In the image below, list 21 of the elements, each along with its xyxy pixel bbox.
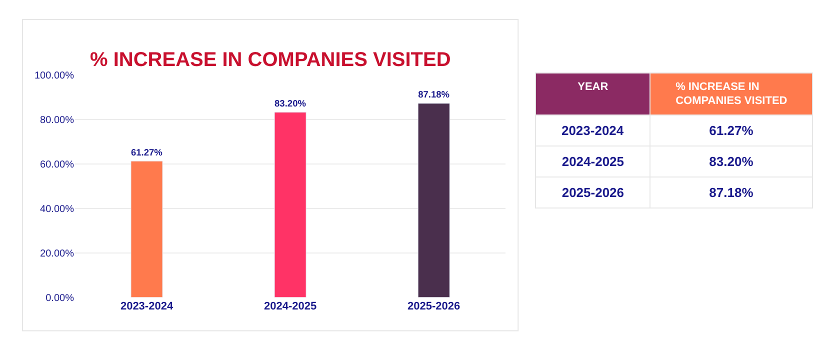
data-label: 61.27% xyxy=(130,147,162,158)
text: 87.18% xyxy=(709,185,754,200)
category-label: 2023-2024 xyxy=(561,123,624,138)
x-tick-label: 2023-2024 xyxy=(120,300,174,312)
text: 83.20% xyxy=(709,154,754,170)
y-tick-label: 100.00% xyxy=(34,70,74,82)
category-label: 2024-2025 xyxy=(562,154,624,170)
y-tick-label: 60.00% xyxy=(40,159,74,170)
category-label: 2025-2026 xyxy=(562,185,624,200)
x-tick-label: 2024-2025 xyxy=(264,300,317,312)
chart-title: % INCREASE IN COMPANIES VISITED xyxy=(90,49,451,71)
data-label: 83.20% xyxy=(274,98,306,108)
data-label: 87.18% xyxy=(418,90,450,100)
y-tick-label: 40.00% xyxy=(40,204,74,215)
y-tick-label: 0.00% xyxy=(46,292,74,304)
text: % INCREASE IN COMPANIES VISITED xyxy=(676,80,788,108)
y-tick-label: 20.00% xyxy=(40,248,74,260)
text: 61.27% xyxy=(709,123,754,138)
text: YEAR xyxy=(578,80,608,93)
x-tick-label: 2025-2026 xyxy=(408,300,460,312)
y-tick-label: 80.00% xyxy=(40,114,74,126)
